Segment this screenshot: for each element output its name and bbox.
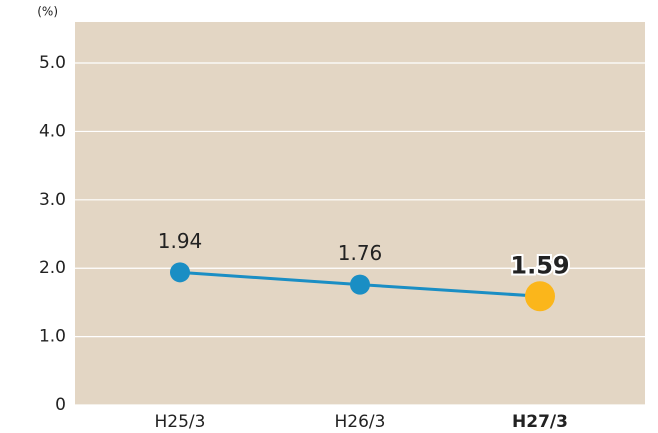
data-label: 1.76 [338,241,383,265]
y-tick-label: 2.0 [39,258,66,278]
plot-background [75,22,645,405]
marker [350,274,370,295]
y-unit: (%) [37,5,58,19]
x-tick-label: H26/3 [335,412,386,432]
y-tick-label: 3.0 [39,190,66,210]
y-tick-label: 0 [55,395,66,415]
x-tick-label: H25/3 [155,412,206,432]
marker [525,281,555,312]
y-tick-label: 1.0 [39,327,66,347]
data-label: 1.59 [510,251,569,279]
y-tick-label: 5.0 [39,53,66,73]
marker [170,262,190,283]
y-tick-label: 4.0 [39,121,66,141]
data-label: 1.94 [158,229,203,253]
x-tick-label: H27/3 [512,412,568,432]
